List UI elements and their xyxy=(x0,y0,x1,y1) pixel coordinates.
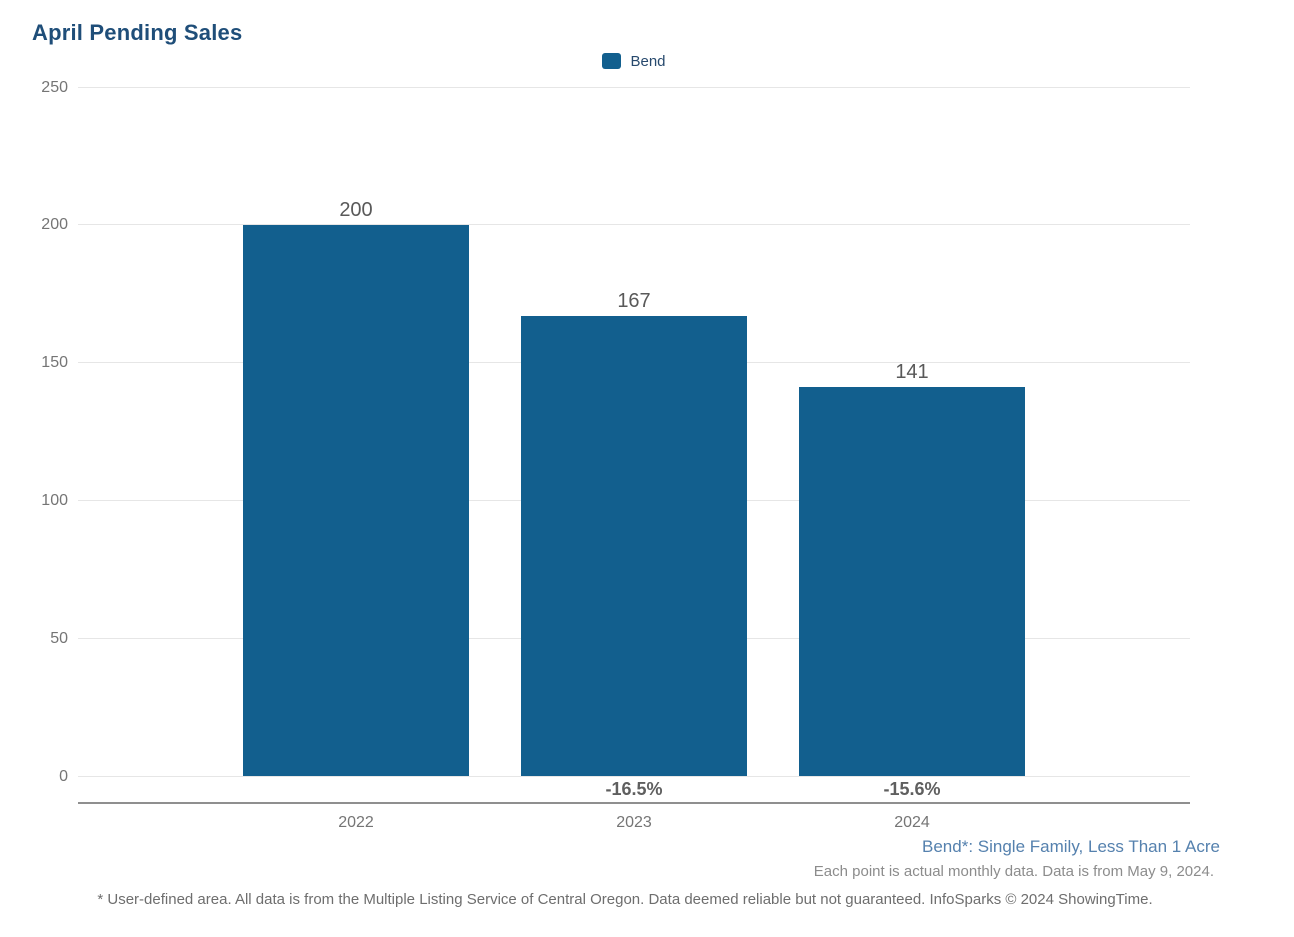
y-tick-label-200: 200 xyxy=(41,216,68,234)
plot-area: 200 167 141 xyxy=(78,86,1190,777)
legend: Bend xyxy=(78,50,1190,72)
data-source-note: Each point is actual monthly data. Data … xyxy=(813,863,1214,880)
category-label-2023: 2023 xyxy=(616,814,652,831)
chart-title: April Pending Sales xyxy=(32,20,243,45)
y-axis: 0 50 100 150 200 250 xyxy=(0,79,68,785)
category-label-2024: 2024 xyxy=(894,814,930,831)
legend-label-bend[interactable]: Bend xyxy=(630,52,666,70)
gridline-200 xyxy=(78,224,1190,226)
gridline-0 xyxy=(78,775,1190,777)
bar-value-label-2022: 200 xyxy=(339,198,373,221)
bar-2024[interactable] xyxy=(799,387,1025,776)
change-label-2023: -16.5% xyxy=(605,779,663,799)
bar-value-label-2023: 167 xyxy=(617,289,651,312)
change-row: -16.5% -15.6% xyxy=(78,779,1190,801)
category-row: 2022 2023 2024 xyxy=(78,814,1190,834)
x-axis-line xyxy=(78,802,1190,804)
bar-group-2024: 141 xyxy=(799,87,1025,776)
y-tick-label-0: 0 xyxy=(59,767,68,785)
bar-2022[interactable] xyxy=(243,224,469,776)
y-tick-label-250: 250 xyxy=(41,78,68,96)
y-tick-label-150: 150 xyxy=(41,354,68,372)
bar-value-label-2024: 141 xyxy=(895,361,929,384)
bar-2023[interactable] xyxy=(521,315,747,776)
y-tick-label-50: 50 xyxy=(50,629,68,647)
series-definition-note: Bend*: Single Family, Less Than 1 Acre xyxy=(922,837,1220,856)
bar-group-2022: 200 xyxy=(243,87,469,776)
bar-group-2023: 167 xyxy=(521,87,747,776)
legend-swatch-bend[interactable] xyxy=(602,53,622,69)
category-label-2022: 2022 xyxy=(338,814,374,831)
footnote: * User-defined area. All data is from th… xyxy=(97,891,1153,908)
y-tick-label-100: 100 xyxy=(41,491,68,509)
change-label-2024: -15.6% xyxy=(883,779,941,799)
gridline-250 xyxy=(78,86,1190,88)
